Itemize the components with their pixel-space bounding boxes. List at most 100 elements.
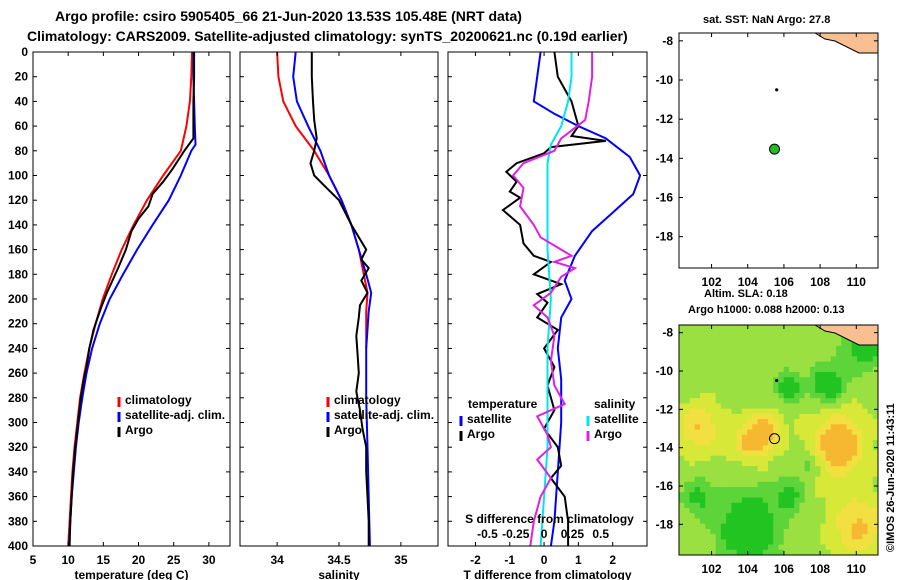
- heat-cell: [699, 450, 706, 457]
- heat-cell: [783, 330, 790, 337]
- heat-cell: [736, 392, 743, 399]
- heat-cell: [809, 450, 816, 457]
- heat-cell: [699, 345, 706, 352]
- heat-cell: [762, 340, 769, 347]
- heat-cell: [778, 419, 785, 425]
- heat-cell: [815, 413, 821, 420]
- heat-cell: [830, 398, 837, 405]
- heat-cell: [705, 408, 712, 415]
- heat-cell: [768, 419, 774, 425]
- heat-cell: [773, 445, 780, 452]
- heat-cell: [851, 466, 858, 472]
- heat-cell: [778, 513, 785, 520]
- map-x-tick-label: 104: [738, 275, 758, 289]
- heat-cell: [773, 534, 780, 540]
- heat-cell: [741, 366, 748, 373]
- heat-cell: [788, 351, 795, 357]
- heat-cell: [731, 534, 738, 540]
- heat-cell: [846, 466, 853, 472]
- heat-cell: [731, 408, 738, 415]
- heat-cell: [825, 419, 832, 425]
- heat-cell: [710, 408, 717, 415]
- heat-cell: [726, 481, 732, 488]
- heat-cell: [752, 398, 759, 405]
- heat-cell: [773, 387, 780, 394]
- heat-cell: [851, 398, 858, 405]
- heat-cell: [804, 403, 811, 410]
- heat-cell: [794, 455, 801, 462]
- heat-cell: [794, 450, 801, 457]
- heat-cell: [846, 345, 853, 352]
- heat-cell: [862, 429, 869, 436]
- heat-cell: [699, 492, 706, 499]
- heat-cell: [825, 387, 832, 394]
- heat-cell: [726, 398, 732, 405]
- heat-cell: [846, 450, 853, 457]
- heat-cell: [820, 345, 827, 352]
- heat-cell: [862, 356, 869, 363]
- heat-cell: [778, 502, 785, 509]
- heat-cell: [825, 539, 832, 546]
- heat-cell: [820, 497, 827, 504]
- heat-cell: [851, 403, 858, 410]
- heat-cell: [788, 523, 795, 530]
- heat-cell: [788, 471, 795, 478]
- heat-cell: [820, 534, 827, 540]
- heat-cell: [679, 377, 685, 384]
- heat-cell: [762, 382, 769, 389]
- heat-cell: [804, 440, 811, 446]
- heat-cell: [705, 445, 712, 452]
- heat-cell: [857, 398, 863, 405]
- heat-cell: [757, 403, 764, 410]
- heat-cell: [720, 366, 727, 373]
- heat-cell: [741, 335, 748, 342]
- heat-cell: [694, 325, 701, 331]
- heat-cell: [710, 372, 717, 378]
- heat-cell: [815, 528, 821, 535]
- heat-cell: [794, 392, 801, 399]
- heat-cell: [694, 523, 701, 530]
- heat-cell: [710, 419, 717, 425]
- heat-cell: [778, 372, 785, 378]
- heat-cell: [720, 466, 727, 472]
- plot-frame: [239, 51, 439, 547]
- heat-cell: [841, 413, 848, 420]
- heat-cell: [830, 528, 837, 535]
- heat-cell: [699, 518, 706, 525]
- heat-cell: [747, 440, 753, 446]
- heat-cell: [715, 440, 722, 446]
- heat-cell: [726, 502, 732, 509]
- series-line-satellite-adj-clim-: [67, 52, 197, 546]
- heat-cell: [689, 460, 696, 467]
- heat-cell: [841, 476, 848, 483]
- heat-cell: [773, 361, 780, 368]
- heat-cell: [773, 366, 780, 373]
- heat-cell: [694, 377, 701, 384]
- watermark: ©IMOS 26-Jun-2020 11:43:11: [885, 403, 897, 552]
- heat-cell: [841, 424, 848, 431]
- heat-cell: [825, 413, 832, 420]
- heat-cell: [815, 340, 821, 347]
- heat-cell: [747, 544, 753, 551]
- heat-cell: [741, 440, 748, 446]
- heat-cell: [815, 345, 821, 352]
- heat-cell: [851, 434, 858, 441]
- heat-cell: [762, 466, 769, 472]
- heat-cell: [699, 398, 706, 405]
- heat-cell: [830, 424, 837, 431]
- heat-cell: [778, 487, 785, 493]
- heat-cell: [825, 445, 832, 452]
- y-tick-label: 340: [8, 465, 28, 479]
- heat-cell: [699, 408, 706, 415]
- heat-cell: [768, 534, 774, 540]
- heat-cell: [773, 523, 780, 530]
- heat-cell: [715, 471, 722, 478]
- heat-cell: [679, 513, 685, 520]
- heat-cell: [726, 382, 732, 389]
- heat-cell: [841, 387, 848, 394]
- heat-cell: [841, 450, 848, 457]
- heat-cell: [762, 356, 769, 363]
- heat-cell: [726, 513, 732, 520]
- heat-cell: [804, 382, 811, 389]
- heat-cell: [747, 356, 753, 363]
